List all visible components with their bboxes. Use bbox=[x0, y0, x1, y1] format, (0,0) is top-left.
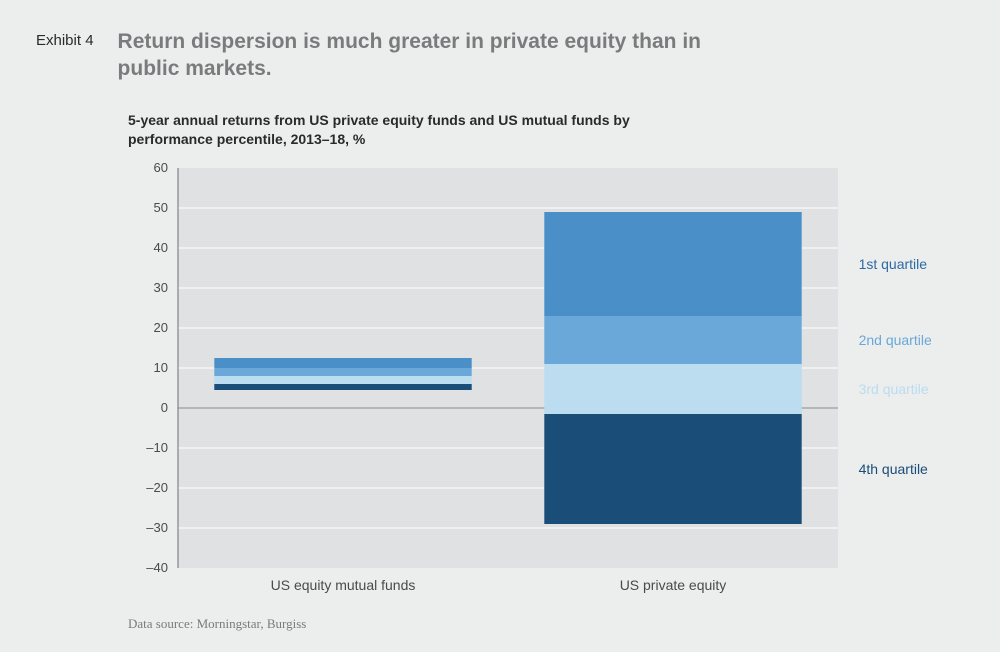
svg-text:US private equity: US private equity bbox=[620, 577, 727, 593]
legend-item: 4th quartile bbox=[859, 461, 928, 477]
svg-text:10: 10 bbox=[154, 360, 168, 375]
svg-text:–20: –20 bbox=[146, 480, 168, 495]
chart-legend: 1st quartile 2nd quartile 3rd quartile 4th … bbox=[845, 162, 964, 602]
svg-text:30: 30 bbox=[154, 280, 168, 295]
legend-item: 2nd quartile bbox=[859, 332, 932, 348]
svg-text:–10: –10 bbox=[146, 440, 168, 455]
svg-text:–30: –30 bbox=[146, 520, 168, 535]
exhibit-label: Exhibit 4 bbox=[36, 28, 94, 49]
svg-text:60: 60 bbox=[154, 162, 168, 175]
svg-text:US equity mutual funds: US equity mutual funds bbox=[271, 577, 416, 593]
svg-text:–40: –40 bbox=[146, 560, 168, 575]
legend-item: 1st quartile bbox=[859, 256, 927, 272]
svg-text:40: 40 bbox=[154, 240, 168, 255]
legend-item: 3rd quartile bbox=[859, 381, 929, 397]
dispersion-chart: 60 50 40 30 20 10 0 –10 –20 –30 –40 US equity mutua… bbox=[128, 162, 845, 602]
svg-text:0: 0 bbox=[161, 400, 168, 415]
svg-text:50: 50 bbox=[154, 200, 168, 215]
svg-text:20: 20 bbox=[154, 320, 168, 335]
chart-title: Return dispersion is much greater in pri… bbox=[118, 28, 738, 83]
chart-subtitle: 5-year annual returns from US private eq… bbox=[128, 111, 688, 150]
